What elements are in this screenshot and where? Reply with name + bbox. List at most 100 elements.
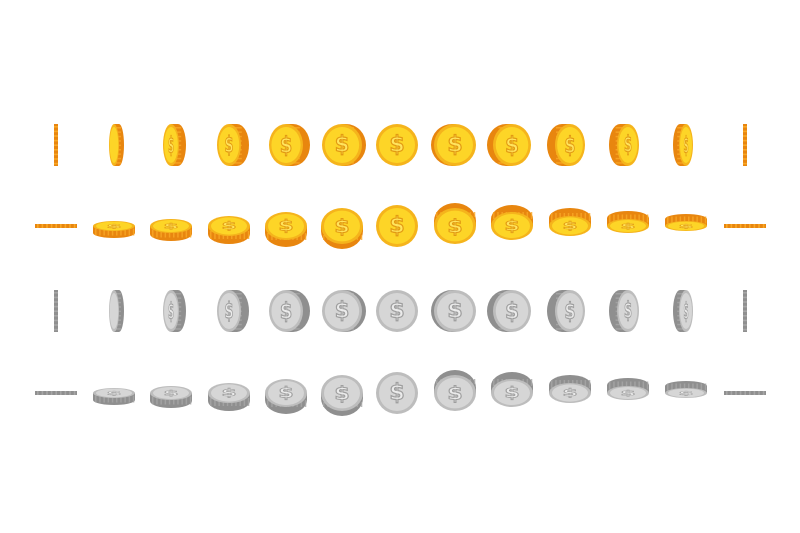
edge-ridge xyxy=(743,162,747,165)
edge-ridge xyxy=(128,395,131,403)
dollar-sign-icon: $ xyxy=(562,220,577,232)
edge-ridge xyxy=(107,395,110,403)
edge-ridge xyxy=(189,396,192,405)
edge-ridge xyxy=(743,328,747,331)
edge-ridge xyxy=(46,391,48,395)
edge-ridge xyxy=(584,213,587,221)
coin-frame-4: $ xyxy=(217,124,249,166)
edge-ridge xyxy=(54,324,58,326)
edge-ridge xyxy=(667,216,669,224)
coin-face-inner xyxy=(379,208,415,244)
edge-ridge xyxy=(556,162,564,164)
edge-ridge xyxy=(54,328,58,331)
dollar-sign-icon: $ xyxy=(504,385,519,401)
edge-ridge xyxy=(696,383,698,391)
edge-ridge xyxy=(677,127,684,129)
edge-ridge xyxy=(304,233,307,240)
edge-ridge xyxy=(762,391,765,395)
dollar-sign-icon: $ xyxy=(624,298,632,323)
edge-ridge xyxy=(735,224,737,228)
coin-frame-4: $ xyxy=(217,290,249,332)
dollar-sign-icon: $ xyxy=(221,220,236,232)
edge-ridge xyxy=(588,213,591,221)
edge-ridge xyxy=(526,212,529,219)
edge-ridge xyxy=(743,292,747,294)
dollar-sign-icon: $ xyxy=(562,387,577,399)
coin-frame-10: $ xyxy=(549,375,591,403)
edge-ridge xyxy=(613,214,615,223)
edge-ridge xyxy=(267,233,269,240)
coin-frame-2: $ xyxy=(93,388,135,405)
coin-face-inner xyxy=(379,293,415,329)
edge-ridge xyxy=(300,400,303,407)
edge-ridge xyxy=(54,144,58,146)
edge-ridge xyxy=(177,229,179,238)
edge-ridge xyxy=(743,139,747,142)
edge-ridge xyxy=(247,231,250,239)
edge-ridge xyxy=(744,391,746,395)
edge-ridge xyxy=(54,158,58,160)
coin-frame-8: $ xyxy=(434,203,476,244)
dollar-sign-icon: $ xyxy=(221,387,236,399)
edge-ridge xyxy=(530,212,533,219)
edge-ridge xyxy=(739,224,742,228)
edge-ridge xyxy=(111,228,114,236)
edge-ridge xyxy=(704,216,707,224)
edge-ridge xyxy=(177,396,179,405)
coin-frame-2 xyxy=(109,124,124,166)
dollar-sign-icon: $ xyxy=(389,381,404,406)
edge-ridge xyxy=(671,383,673,391)
edge-ridge xyxy=(638,214,640,223)
dollar-sign-icon: $ xyxy=(168,298,174,323)
edge-ridge xyxy=(233,127,242,129)
edge-ridge xyxy=(54,315,58,317)
edge-ridge xyxy=(677,328,684,330)
edge-ridge xyxy=(239,398,241,406)
edge-ridge xyxy=(584,380,587,388)
edge-ridge xyxy=(677,293,684,295)
edge-ridge xyxy=(54,301,58,303)
coin-face-inner xyxy=(324,210,360,242)
edge-ridge xyxy=(64,224,67,228)
edge-ridge xyxy=(753,391,756,395)
edge-ridge xyxy=(168,396,171,405)
coin-frame-3: $ xyxy=(150,219,192,241)
coin-frame-7: $ xyxy=(376,290,418,332)
edge-ridge xyxy=(152,396,154,405)
edge-ridge xyxy=(55,391,57,395)
coin-frame-2 xyxy=(109,290,124,332)
dollar-sign-icon: $ xyxy=(683,132,688,157)
edge-ridge xyxy=(646,214,649,223)
gold-vertical-spin-row: $ $ $ $ $ $ $ $ $ $ xyxy=(54,124,747,166)
edge-ridge xyxy=(646,381,649,390)
dollar-sign-icon: $ xyxy=(280,132,292,158)
dollar-sign-icon: $ xyxy=(565,132,576,158)
edge-ridge xyxy=(677,323,684,326)
edge-ridge xyxy=(37,391,39,395)
coin-face-inner xyxy=(668,221,704,231)
edge-ridge xyxy=(54,305,58,308)
edge-ridge xyxy=(185,396,188,405)
edge-ridge xyxy=(679,216,682,224)
coin-face-inner xyxy=(680,293,692,329)
coin-frame-10: $ xyxy=(547,124,585,166)
edge-ridge xyxy=(168,229,171,238)
edge-ridge xyxy=(625,381,628,390)
edge-ridge xyxy=(181,229,183,238)
edge-ridge xyxy=(54,135,58,137)
edge-ridge xyxy=(677,162,684,164)
coin-frame-9: $ xyxy=(491,372,533,407)
coin-face-inner xyxy=(109,127,119,163)
dollar-sign-icon: $ xyxy=(389,214,404,239)
coin-frame-5: $ xyxy=(269,124,310,166)
edge-ridge xyxy=(214,398,216,406)
edge-ridge xyxy=(174,131,182,133)
edge-ridge xyxy=(210,231,212,239)
edge-ridge xyxy=(60,224,62,228)
coin-face-inner xyxy=(96,388,132,398)
edge-ridge xyxy=(559,213,561,221)
edge-ridge xyxy=(580,380,582,388)
edge-ridge xyxy=(743,135,747,137)
edge-ridge xyxy=(758,224,760,228)
coin-face-inner xyxy=(437,210,473,242)
